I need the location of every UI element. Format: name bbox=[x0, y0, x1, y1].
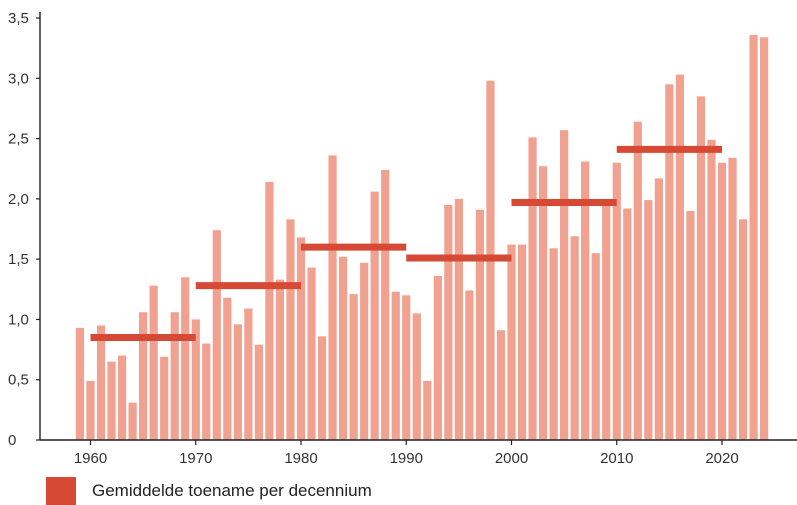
bar-1984 bbox=[339, 256, 348, 440]
bar-1969 bbox=[181, 277, 190, 440]
bar-1967 bbox=[160, 356, 169, 440]
x-tick-label: 2010 bbox=[600, 450, 633, 467]
bar-1968 bbox=[170, 312, 179, 440]
bar-1977 bbox=[265, 181, 274, 441]
bar-1985 bbox=[349, 294, 358, 440]
bar-1992 bbox=[423, 380, 432, 440]
bar-1971 bbox=[202, 343, 211, 440]
bar-2013 bbox=[644, 200, 653, 440]
bar-1986 bbox=[360, 262, 369, 440]
bar-1991 bbox=[412, 313, 421, 440]
bar-2024 bbox=[760, 37, 769, 440]
bar-2005 bbox=[560, 130, 569, 440]
x-tick-label: 1980 bbox=[284, 450, 317, 467]
bar-1966 bbox=[149, 285, 158, 440]
bar-2017 bbox=[686, 210, 695, 440]
bar-1976 bbox=[254, 344, 264, 440]
bar-1990 bbox=[402, 295, 411, 440]
bar-2002 bbox=[528, 137, 537, 440]
bar-2006 bbox=[570, 236, 579, 440]
bar-1999 bbox=[496, 330, 506, 440]
legend-label: Gemiddelde toename per decennium bbox=[92, 481, 372, 500]
bar-1995 bbox=[454, 198, 463, 440]
y-tick-label: 1,0 bbox=[8, 311, 29, 328]
bar-1979 bbox=[286, 219, 295, 440]
bar-2015 bbox=[665, 84, 674, 440]
bar-2016 bbox=[675, 74, 685, 441]
bar-2023 bbox=[749, 34, 758, 440]
bar-2007 bbox=[581, 161, 590, 441]
bar-1965 bbox=[139, 312, 148, 440]
y-tick-label: 0 bbox=[8, 432, 16, 449]
bar-1981 bbox=[307, 267, 316, 440]
bar-1993 bbox=[433, 276, 442, 440]
bar-1989 bbox=[391, 291, 400, 440]
bar-1996 bbox=[465, 290, 474, 440]
y-tick-label: 1,5 bbox=[8, 251, 29, 268]
bar-1963 bbox=[117, 355, 127, 440]
legend: Gemiddelde toename per decennium bbox=[46, 477, 372, 505]
bar-1983 bbox=[328, 155, 337, 440]
bar-2014 bbox=[654, 178, 663, 441]
bar-2010 bbox=[612, 162, 621, 440]
y-tick-label: 2,0 bbox=[8, 191, 29, 208]
bar-1978 bbox=[275, 279, 285, 440]
bar-2000 bbox=[507, 244, 516, 440]
bar-2008 bbox=[591, 253, 600, 440]
x-tick-label: 2020 bbox=[705, 450, 738, 467]
x-tick-label: 1970 bbox=[179, 450, 212, 467]
y-tick-label: 3,0 bbox=[8, 70, 29, 87]
bar-2012 bbox=[633, 121, 642, 440]
bar-2022 bbox=[738, 219, 748, 440]
y-tick-label: 0,5 bbox=[8, 372, 29, 389]
bar-1997 bbox=[475, 209, 485, 440]
bar-1982 bbox=[317, 336, 327, 440]
bar-1964 bbox=[128, 402, 137, 440]
bar-1980 bbox=[296, 237, 306, 440]
decade-average-lines bbox=[90, 145, 722, 342]
bar-2019 bbox=[707, 139, 716, 440]
bar-1970 bbox=[191, 319, 200, 440]
y-tick-label: 3,5 bbox=[8, 10, 29, 27]
bar-2003 bbox=[538, 166, 548, 441]
bar-2001 bbox=[517, 244, 527, 440]
axes-layer: 0 0,5 1,0 1,5 2,0 2,5 3,0 3,5 1960 1970 1980 1990 20… bbox=[8, 10, 797, 467]
y-tick-label: 2,5 bbox=[8, 131, 29, 148]
bar-2018 bbox=[696, 96, 706, 441]
bars-layer bbox=[75, 34, 769, 441]
bar-2004 bbox=[549, 248, 558, 440]
bar-1972 bbox=[212, 230, 221, 440]
bar-2020 bbox=[717, 162, 727, 440]
bar-1975 bbox=[244, 308, 253, 440]
bar-2011 bbox=[623, 208, 632, 440]
bar-1988 bbox=[381, 169, 390, 441]
bar-1962 bbox=[107, 361, 116, 440]
bar-chart: 0 0,5 1,0 1,5 2,0 2,5 3,0 3,5 1960 1970 1980 1990 20… bbox=[8, 10, 797, 467]
bar-2021 bbox=[728, 157, 737, 441]
bar-2009 bbox=[602, 202, 611, 440]
bar-1987 bbox=[370, 191, 379, 440]
bar-1961 bbox=[96, 325, 106, 440]
bar-1973 bbox=[223, 297, 232, 440]
x-tick-label: 1990 bbox=[390, 450, 423, 467]
bar-1994 bbox=[444, 204, 453, 440]
bar-1960 bbox=[86, 380, 95, 440]
x-tick-label: 1960 bbox=[74, 450, 107, 467]
bar-1959 bbox=[75, 327, 85, 440]
legend-swatch bbox=[46, 477, 76, 505]
x-tick-label: 2000 bbox=[495, 450, 528, 467]
bar-1974 bbox=[233, 324, 242, 440]
